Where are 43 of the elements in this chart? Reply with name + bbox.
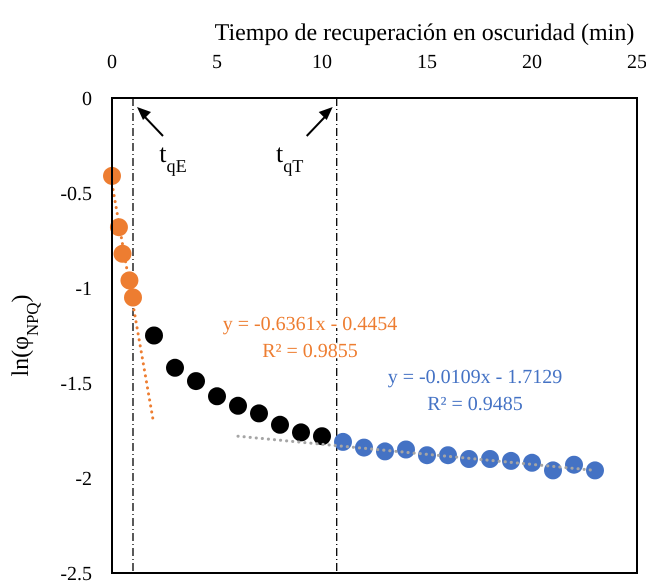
point [481,450,499,468]
point [418,446,436,464]
point [439,446,457,464]
point [376,442,394,460]
point [229,396,247,415]
x-tick-label: 25 [627,51,646,73]
x-tick-label: 10 [312,51,332,73]
point [250,404,268,422]
point [565,456,583,474]
point [313,427,331,446]
point [271,416,289,434]
ref-line-label: t$_{qE}$ [159,139,187,176]
point [208,387,226,406]
y-tick-label: 0 [82,88,92,110]
point [502,452,520,470]
point [145,326,163,344]
point [114,244,132,263]
y-tick-label: -2 [75,468,92,490]
point [523,454,541,472]
y-tick-label: -1 [75,278,92,300]
point [124,288,142,306]
point [544,461,562,480]
point [460,450,478,468]
x-axis-title: Tiempo de recuperación en oscuridad (min) [214,20,634,46]
x-tick-label: 15 [417,51,437,73]
point [166,358,184,377]
ref-line-label: t$_{qT}$ [276,139,304,176]
point [120,271,138,290]
annotation: y = -0.0109x - 1.7129 [388,366,562,388]
point [586,461,604,480]
annotation: R² = 0.9855 [262,340,358,362]
point [397,440,415,458]
point [334,432,352,451]
x-tick-label: 5 [212,51,222,73]
y-tick-label: -2.5 [60,563,92,581]
x-tick-label: 20 [522,51,542,73]
y-tick-label: -0.5 [60,183,92,205]
point [187,372,205,390]
point [292,423,310,442]
x-tick-label: 0 [107,51,117,73]
point [355,438,373,457]
y-tick-label: -1.5 [60,373,92,395]
annotation: R² = 0.9485 [427,393,523,415]
